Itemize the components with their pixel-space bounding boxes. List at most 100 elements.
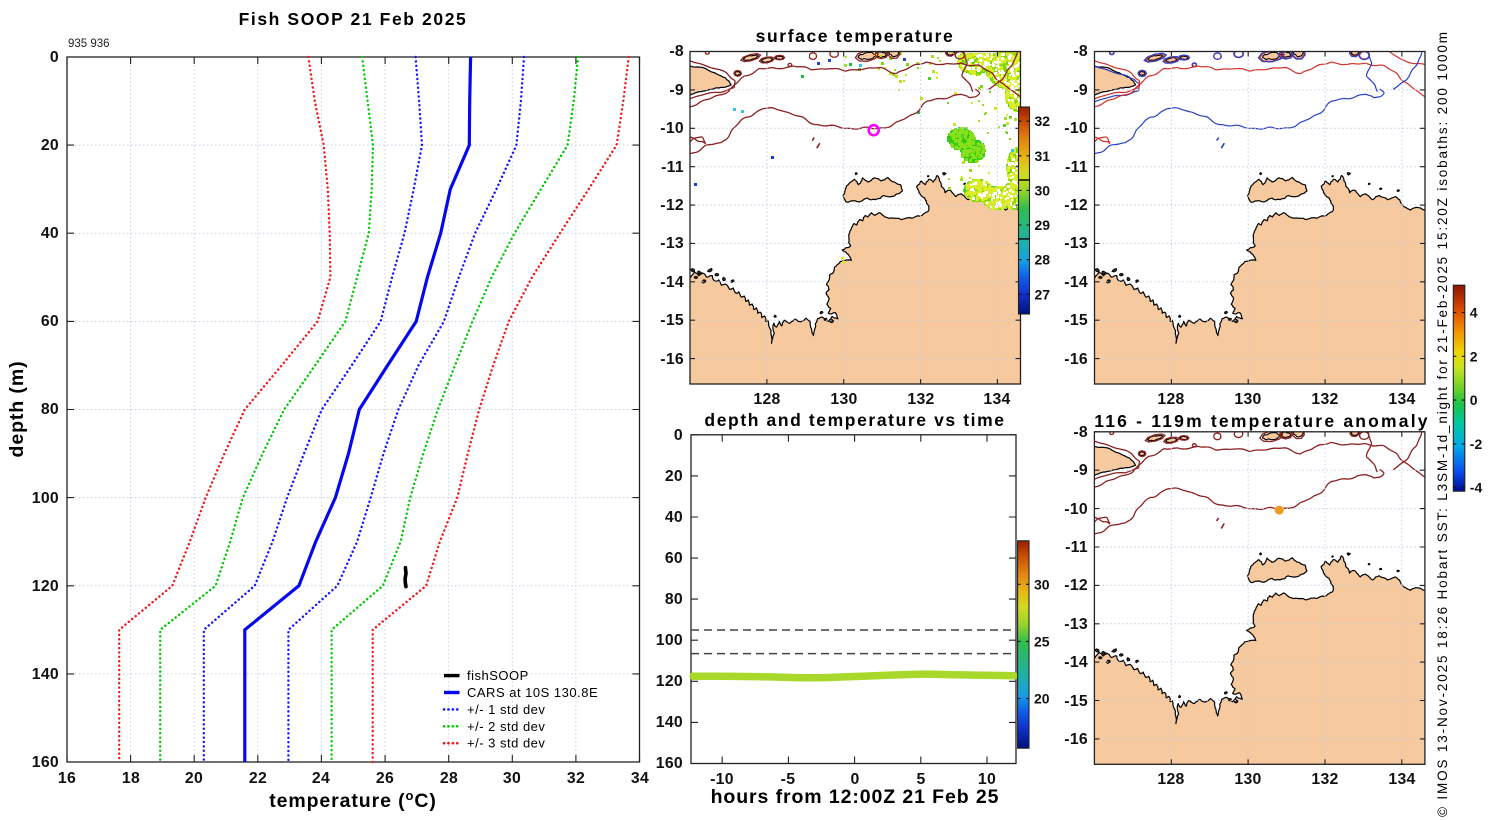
svg-text:-15: -15: [1064, 693, 1088, 710]
svg-text:fishSOOP: fishSOOP: [467, 668, 529, 683]
svg-text:-2: -2: [1470, 436, 1483, 452]
svg-text:160: 160: [656, 755, 683, 772]
svg-text:34: 34: [631, 770, 649, 787]
svg-text:5: 5: [916, 771, 925, 788]
svg-text:-14: -14: [1064, 654, 1088, 671]
svg-text:40: 40: [41, 225, 59, 242]
svg-text:60: 60: [41, 313, 59, 330]
svg-text:134: 134: [983, 391, 1010, 408]
svg-text:-13: -13: [1064, 616, 1088, 633]
svg-text:Fish SOOP 21 Feb 2025: Fish SOOP 21 Feb 2025: [239, 9, 468, 29]
svg-text:-10: -10: [1064, 501, 1088, 518]
svg-text:-8: -8: [1073, 43, 1088, 60]
svg-text:-12: -12: [660, 197, 684, 214]
svg-text:surface temperature: surface temperature: [756, 26, 955, 46]
svg-text:© IMOS 13-Nov-2025 18:26 Hobar: © IMOS 13-Nov-2025 18:26 Hobart SST: L3S…: [1435, 30, 1450, 817]
svg-text:0: 0: [1470, 392, 1478, 408]
svg-text:20: 20: [665, 468, 683, 485]
svg-text:-5: -5: [781, 771, 796, 788]
svg-text:-13: -13: [660, 235, 684, 252]
svg-text:-10: -10: [660, 120, 684, 137]
svg-text:-12: -12: [1064, 577, 1088, 594]
svg-text:128: 128: [1157, 391, 1184, 408]
svg-text:-9: -9: [1073, 82, 1088, 99]
svg-text:120: 120: [32, 578, 59, 595]
svg-text:32: 32: [567, 770, 585, 787]
svg-text:-15: -15: [660, 312, 684, 329]
svg-text:depth (m): depth (m): [6, 361, 28, 458]
svg-text:18: 18: [122, 770, 140, 787]
svg-text:935 936: 935 936: [68, 38, 110, 50]
svg-text:10: 10: [978, 771, 996, 788]
svg-text:134: 134: [1388, 771, 1415, 788]
svg-text:-11: -11: [1065, 159, 1088, 176]
svg-text:100: 100: [656, 632, 683, 649]
svg-text:4: 4: [1470, 305, 1478, 321]
svg-text:hours from 12:00Z 21 Feb 25: hours from 12:00Z 21 Feb 25: [711, 786, 1000, 808]
svg-text:128: 128: [1157, 771, 1184, 788]
svg-text:128: 128: [753, 391, 780, 408]
svg-text:-8: -8: [1073, 424, 1088, 441]
svg-text:80: 80: [41, 401, 59, 418]
svg-text:22: 22: [249, 770, 267, 787]
svg-text:31: 31: [1035, 148, 1051, 164]
svg-text:+/- 2 std dev: +/- 2 std dev: [467, 719, 545, 734]
svg-text:16: 16: [58, 770, 76, 787]
svg-text:120: 120: [656, 673, 683, 690]
svg-text:-12: -12: [1064, 197, 1088, 214]
svg-text:0: 0: [50, 49, 59, 66]
svg-text:134: 134: [1388, 391, 1415, 408]
svg-text:100: 100: [32, 490, 59, 507]
svg-text:116 - 119m temperature anomaly: 116 - 119m temperature anomaly: [1094, 411, 1429, 431]
svg-text:28: 28: [1035, 252, 1051, 268]
svg-text:26: 26: [376, 770, 394, 787]
svg-text:132: 132: [1311, 391, 1338, 408]
svg-text:28: 28: [440, 770, 458, 787]
svg-text:+/- 3 std dev: +/- 3 std dev: [467, 736, 545, 751]
svg-text:-14: -14: [660, 274, 684, 291]
svg-text:80: 80: [665, 591, 683, 608]
svg-text:-9: -9: [669, 82, 684, 99]
svg-text:-14: -14: [1064, 274, 1088, 291]
svg-text:20: 20: [1034, 691, 1050, 707]
svg-text:27: 27: [1035, 286, 1051, 302]
svg-text:-15: -15: [1064, 312, 1088, 329]
svg-text:-9: -9: [1073, 462, 1088, 479]
svg-text:-16: -16: [1064, 731, 1088, 748]
svg-text:-10: -10: [1064, 120, 1088, 137]
svg-text:140: 140: [656, 714, 683, 731]
svg-text:0: 0: [674, 427, 683, 444]
svg-text:-10: -10: [710, 771, 734, 788]
svg-text:30: 30: [503, 770, 521, 787]
svg-text:29: 29: [1035, 217, 1051, 233]
svg-text:0: 0: [850, 771, 859, 788]
svg-text:130: 130: [1234, 771, 1261, 788]
svg-text:132: 132: [1311, 771, 1338, 788]
svg-text:-13: -13: [1064, 235, 1088, 252]
svg-text:-8: -8: [669, 43, 684, 60]
svg-text:60: 60: [665, 550, 683, 567]
svg-text:30: 30: [1035, 182, 1051, 198]
svg-text:-16: -16: [660, 351, 684, 368]
svg-text:-4: -4: [1470, 480, 1483, 496]
svg-text:24: 24: [312, 770, 330, 787]
svg-text:CARS at 10S 130.8E: CARS at 10S 130.8E: [467, 685, 598, 700]
svg-text:140: 140: [32, 666, 59, 683]
svg-text:130: 130: [830, 391, 857, 408]
svg-text:132: 132: [907, 391, 934, 408]
svg-text:+/- 1 std dev: +/- 1 std dev: [467, 702, 545, 717]
svg-text:30: 30: [1034, 576, 1050, 592]
svg-text:temperature (oC): temperature (oC): [269, 788, 437, 812]
svg-text:160: 160: [32, 754, 59, 771]
svg-text:25: 25: [1034, 633, 1050, 649]
svg-text:-11: -11: [661, 159, 684, 176]
svg-text:130: 130: [1234, 391, 1261, 408]
svg-text:2: 2: [1470, 348, 1478, 364]
svg-text:-16: -16: [1064, 351, 1088, 368]
svg-text:32: 32: [1035, 113, 1051, 129]
svg-text:40: 40: [665, 509, 683, 526]
svg-text:20: 20: [41, 137, 59, 154]
svg-text:depth and temperature vs time: depth and temperature vs time: [704, 410, 1005, 430]
svg-text:20: 20: [185, 770, 203, 787]
svg-text:-11: -11: [1065, 539, 1088, 556]
